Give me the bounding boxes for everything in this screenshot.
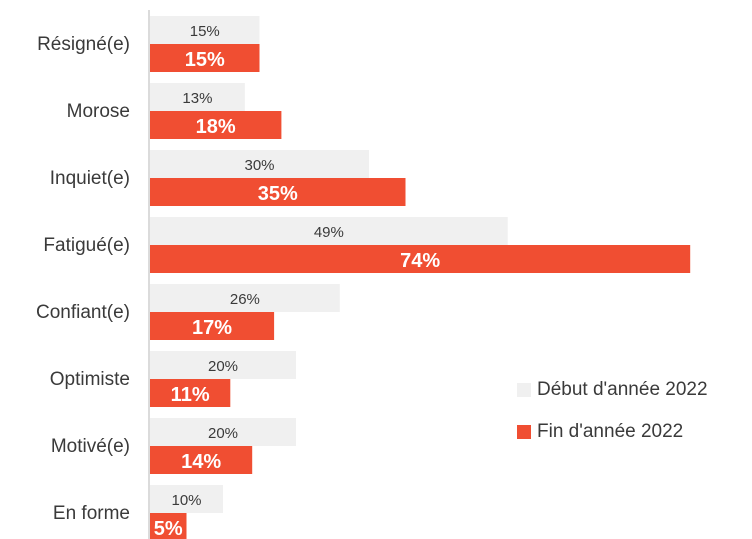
category-label: Optimiste: [50, 369, 130, 390]
category-label: Confiant(e): [36, 302, 130, 323]
category-label: Morose: [67, 101, 130, 122]
data-label-debut: 26%: [230, 291, 260, 308]
bar-debut: [150, 418, 296, 446]
bar-fin: [150, 245, 691, 273]
data-label-debut: 13%: [182, 90, 212, 107]
bar-debut: [150, 284, 340, 312]
data-label-fin: 15%: [185, 49, 225, 71]
bar-debut: [150, 217, 508, 245]
legend-item-debut: Début d'année 2022: [517, 378, 708, 402]
data-label-fin: 35%: [258, 183, 298, 205]
data-label-debut: 20%: [208, 425, 238, 442]
legend-label-fin: Fin d'année 2022: [537, 421, 684, 442]
data-label-debut: 15%: [190, 23, 220, 40]
category-label: Résigné(e): [37, 34, 130, 55]
bar-debut: [150, 150, 369, 178]
category-label: En forme: [53, 503, 130, 524]
legend-label-debut: Début d'année 2022: [537, 379, 708, 400]
bar-fin: [150, 111, 282, 139]
legend-swatch-debut: [517, 383, 531, 397]
data-label-debut: 30%: [244, 157, 274, 174]
bar-debut: [150, 83, 245, 111]
bar-debut: [150, 16, 260, 44]
data-label-debut: 20%: [208, 358, 238, 375]
category-label: Fatigué(e): [43, 235, 130, 256]
bar-fin: [150, 312, 275, 340]
bar-debut: [150, 485, 223, 513]
bar-fin: [150, 44, 260, 72]
bar-fin: [150, 178, 406, 206]
category-label: Inquiet(e): [50, 168, 130, 189]
bar-fin: [150, 513, 187, 539]
data-label-debut: 10%: [171, 492, 201, 509]
bar-fin: [150, 379, 231, 407]
category-label: Motivé(e): [51, 436, 130, 457]
bar-fin: [150, 446, 253, 474]
data-label-fin: 11%: [171, 384, 210, 406]
data-label-fin: 18%: [196, 116, 236, 138]
bar-debut: [150, 351, 296, 379]
legend: Début d'année 2022 Fin d'année 2022: [517, 378, 708, 462]
data-label-fin: 14%: [181, 451, 221, 473]
data-label-fin: 5%: [154, 518, 183, 539]
data-label-debut: 49%: [314, 224, 344, 241]
data-label-fin: 17%: [192, 317, 232, 339]
data-label-fin: 74%: [400, 250, 440, 272]
legend-item-fin: Fin d'année 2022: [517, 420, 708, 444]
legend-swatch-fin: [517, 425, 531, 439]
